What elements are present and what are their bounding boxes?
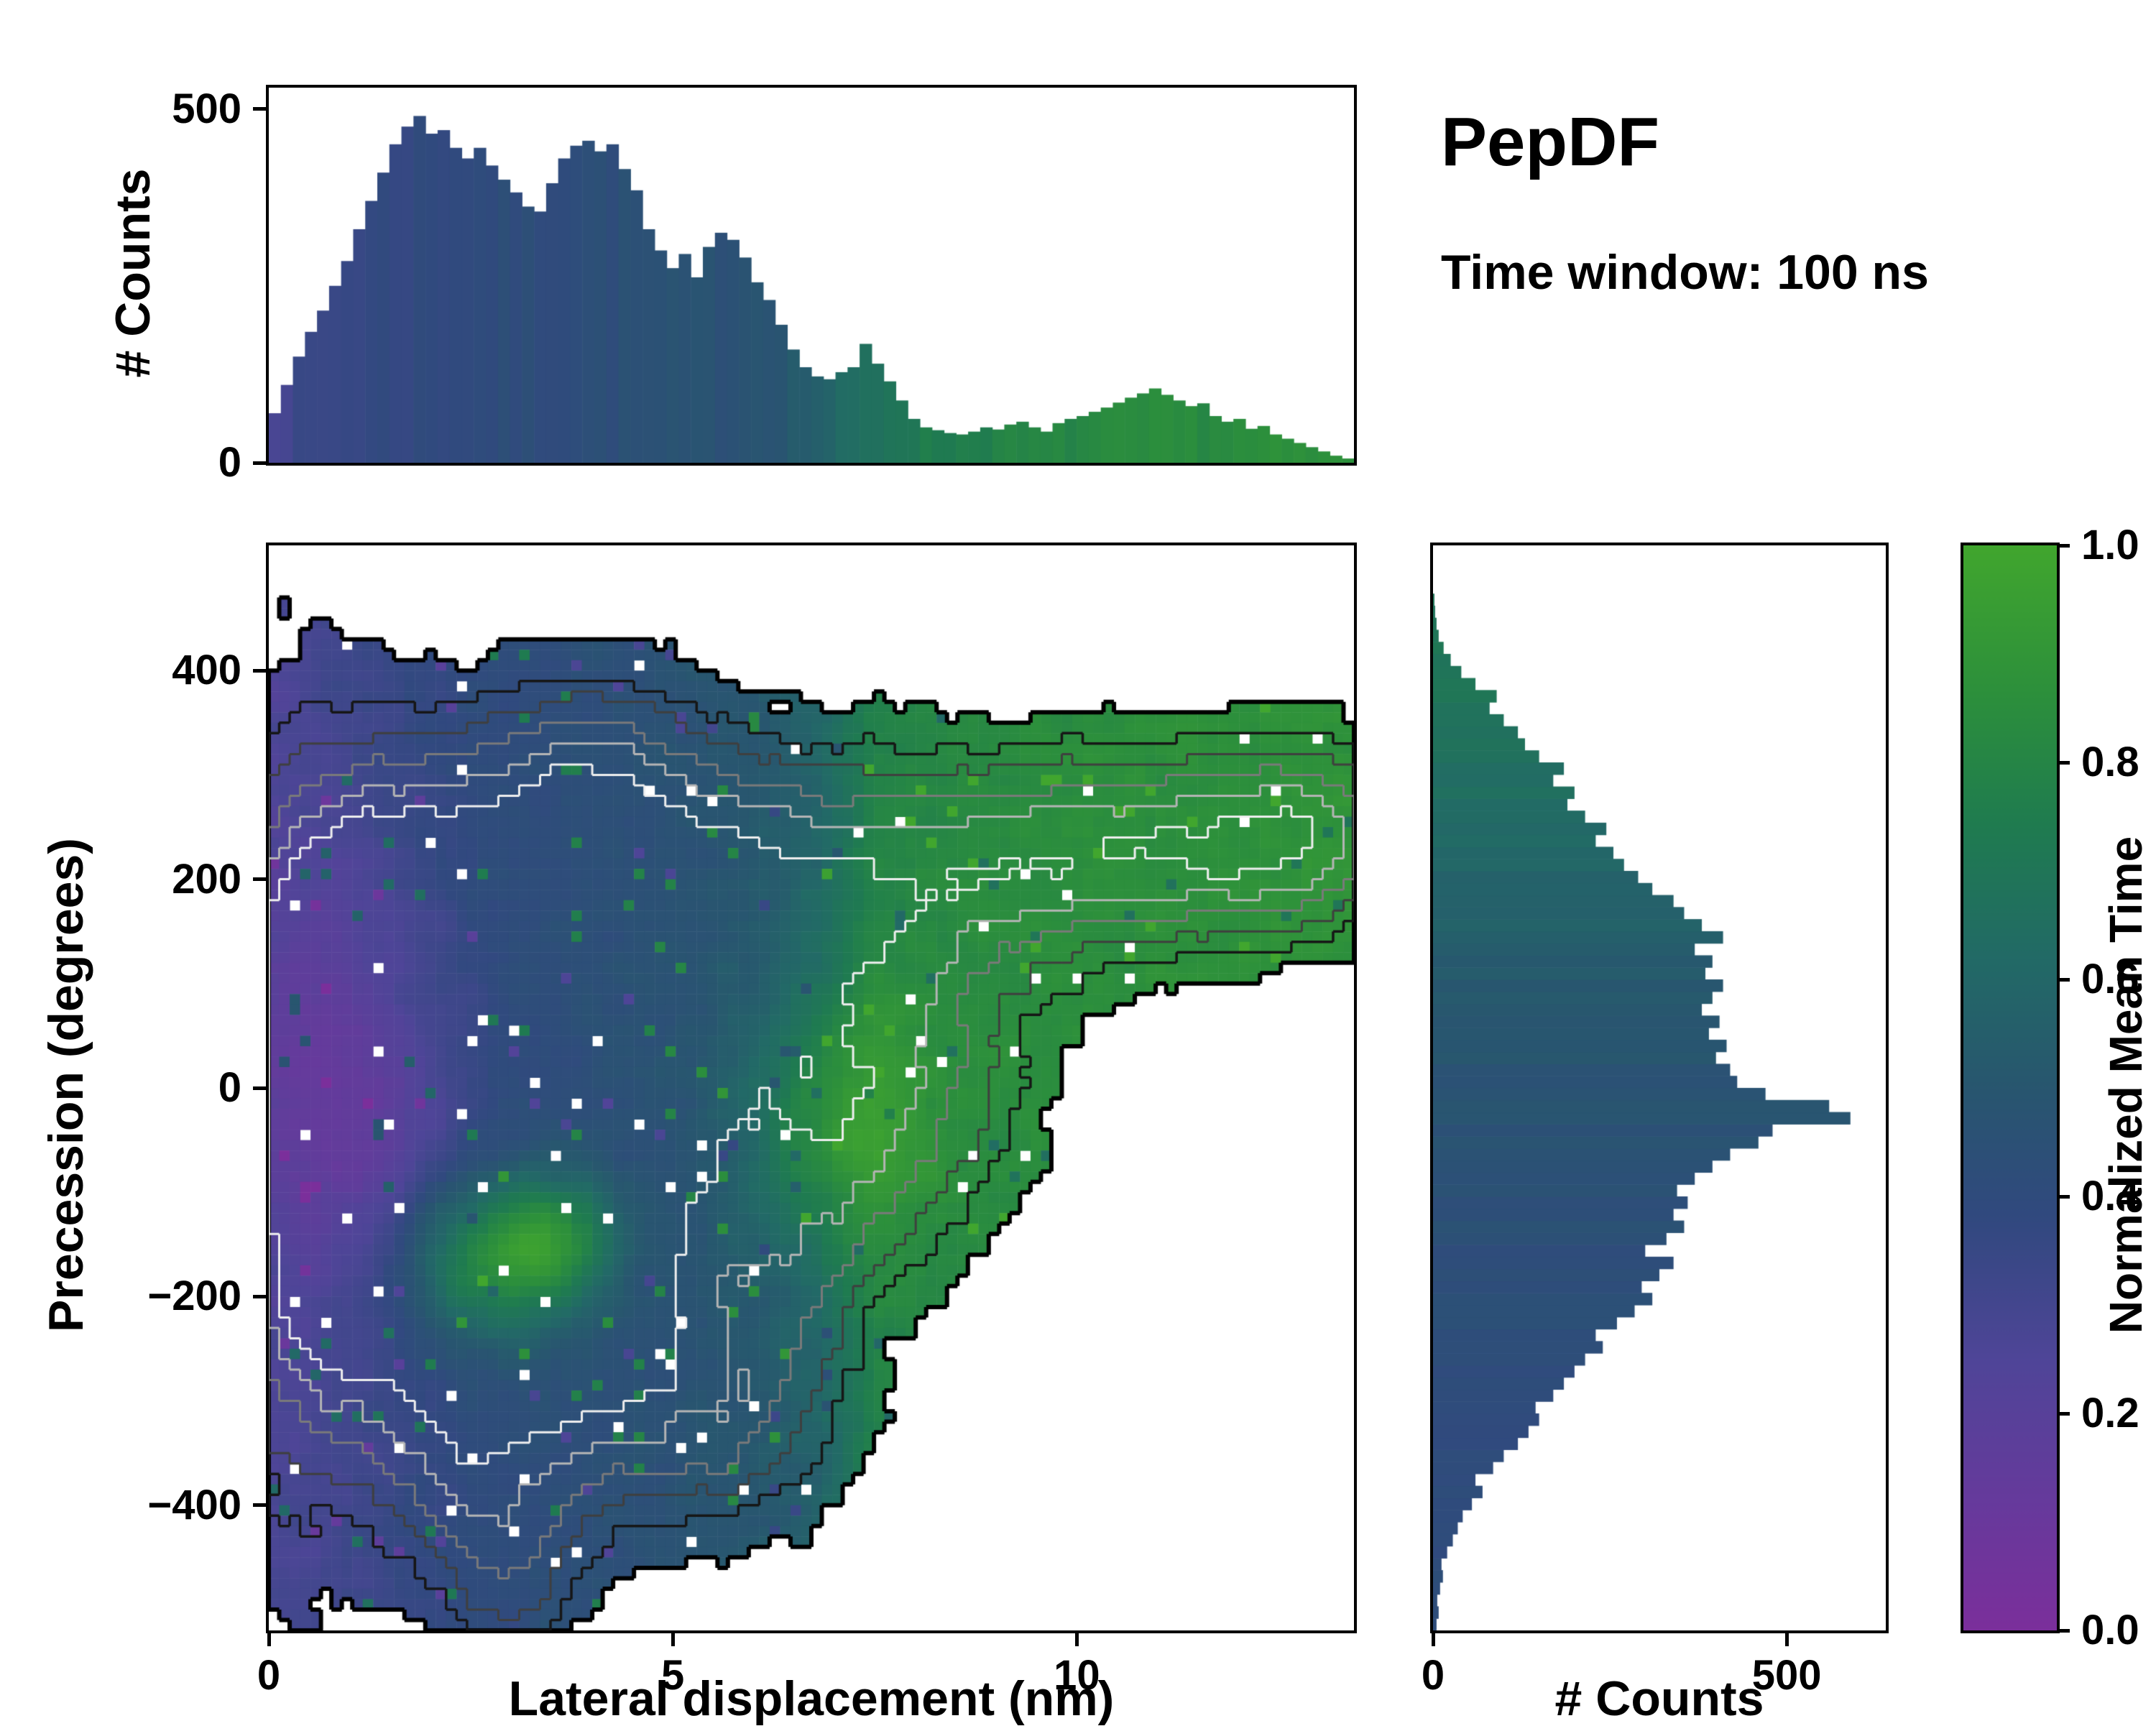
tick-label: −200 <box>147 1273 241 1320</box>
tick-mark <box>2057 1628 2070 1633</box>
top-histogram-canvas <box>269 88 1354 463</box>
main-ylabel: Precession (degrees) <box>39 838 93 1332</box>
main-xlabel: Lateral displacement (nm) <box>508 1671 1115 1726</box>
tick-mark <box>253 107 269 111</box>
tick-mark <box>253 1086 269 1090</box>
tick-label: 0 <box>218 439 241 486</box>
tick-label: 0 <box>218 1064 241 1111</box>
colorbar-label: Normalized Mean Time <box>2100 836 2152 1334</box>
tick-mark <box>2057 760 2070 765</box>
tick-mark <box>1074 1630 1079 1646</box>
colorbar-canvas <box>1963 545 2057 1630</box>
tick-mark <box>267 1630 271 1646</box>
tick-mark <box>2057 543 2070 548</box>
tick-label: 10 <box>1054 1652 1100 1699</box>
tick-label: 1.0 <box>2081 522 2139 568</box>
tick-label: 500 <box>1751 1652 1822 1699</box>
tick-label: 500 <box>172 85 241 132</box>
tick-label: 200 <box>172 855 241 903</box>
top-marginal-ylabel: # Counts <box>106 168 160 378</box>
tick-mark <box>671 1630 675 1646</box>
tick-mark <box>253 1503 269 1508</box>
tick-mark <box>2057 1194 2070 1199</box>
tick-mark <box>2057 1411 2070 1416</box>
time-window-annotation: Time window: 100 ns <box>1441 245 1929 300</box>
tick-mark <box>1431 1630 1435 1646</box>
right-marginal-histogram-panel: 0 500 <box>1422 543 1889 1697</box>
figure-title: PepDF <box>1441 103 1660 180</box>
colorbar: 1.0 0.8 0.6 0.4 0.2 0.0 <box>1961 525 2139 1651</box>
tick-label: −400 <box>147 1481 241 1528</box>
right-marginal-xlabel: # Counts <box>1554 1671 1764 1726</box>
tick-label: 0.2 <box>2081 1390 2139 1436</box>
tick-label: 5 <box>661 1652 685 1699</box>
tick-mark <box>253 461 269 465</box>
tick-label: 0.8 <box>2081 739 2139 785</box>
tick-mark <box>253 668 269 673</box>
tick-label: 400 <box>172 647 241 694</box>
tick-label: 0 <box>257 1652 281 1699</box>
top-marginal-histogram-panel: 0 500 <box>172 85 1357 484</box>
tick-label: 0.0 <box>2081 1607 2139 1653</box>
main-heatmap-canvas <box>269 545 1354 1630</box>
tick-label: 0.6 <box>2081 956 2139 1002</box>
main-heatmap-panel: 0 5 10 400 200 0 −200 −400 <box>147 543 1357 1697</box>
tick-label: 0 <box>1421 1652 1445 1699</box>
tick-mark <box>253 1294 269 1298</box>
tick-mark <box>253 877 269 882</box>
right-histogram-canvas <box>1433 545 1886 1630</box>
tick-mark <box>1784 1630 1789 1646</box>
tick-mark <box>2057 977 2070 982</box>
tick-label: 0.4 <box>2081 1173 2139 1219</box>
